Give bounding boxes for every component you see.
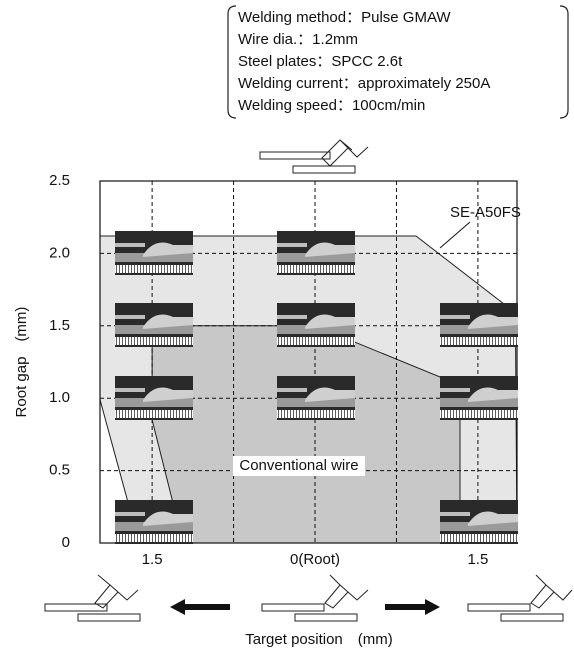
condition-line: Welding current：approximately 250A: [238, 75, 490, 92]
condition-line: Welding speed：100cm/min: [238, 97, 425, 114]
photo-top-plate: [115, 388, 145, 392]
photo-scale: [440, 534, 518, 542]
y-tick-label: 1.5: [49, 317, 70, 334]
weld-photo: [440, 303, 518, 347]
x-tick-label: 1.5: [467, 551, 488, 568]
y-tick-label: 0: [62, 534, 70, 551]
photo-scale: [115, 265, 193, 273]
weld-photo: [115, 500, 193, 544]
photo-scale: [115, 410, 193, 418]
weld-photo: [115, 231, 193, 275]
photo-scale: [115, 534, 193, 542]
y-axis-label: Root gap (mm): [13, 307, 30, 418]
weld-symbol-center: [262, 575, 368, 621]
x-tick-label: 0(Root): [290, 551, 340, 568]
weld-symbol-right: [468, 575, 572, 621]
weld-photo: [277, 376, 355, 420]
chart: Target position (mm) Root gap (mm) Weldi…: [0, 0, 574, 651]
arrow-right: [385, 599, 440, 615]
weld-photo: [277, 303, 355, 347]
region-label: Conventional wire: [239, 457, 358, 474]
weld-symbol-top: [260, 140, 368, 173]
weld-photo: [115, 376, 193, 420]
y-tick-label: 0.5: [49, 462, 70, 479]
photo-scale: [440, 410, 518, 418]
photo-top-plate: [440, 512, 470, 516]
arrow-left: [170, 599, 230, 615]
weld-photo: [440, 500, 518, 544]
condition-line: Welding method：Pulse GMAW: [238, 9, 451, 26]
photo-top-plate: [440, 315, 470, 319]
photo-top-plate: [115, 512, 145, 516]
y-tick-label: 1.0: [49, 389, 70, 406]
photo-scale: [277, 265, 355, 273]
weld-photo: [277, 231, 355, 275]
photo-scale: [115, 337, 193, 345]
photo-top-plate: [277, 388, 307, 392]
weld-photo: [440, 376, 518, 420]
condition-line: Steel plates：SPCC 2.6t: [238, 53, 403, 70]
y-tick-label: 2.5: [49, 172, 70, 189]
region-label: SE-A50FS: [450, 204, 521, 221]
photo-top-plate: [277, 315, 307, 319]
condition-line: Wire dia.：1.2mm: [238, 31, 358, 48]
photo-top-plate: [115, 315, 145, 319]
photo-scale: [440, 337, 518, 345]
photo-top-plate: [115, 243, 145, 247]
photo-scale: [277, 410, 355, 418]
photo-top-plate: [440, 388, 470, 392]
weld-photo: [115, 303, 193, 347]
photo-scale: [277, 337, 355, 345]
y-tick-label: 2.0: [49, 244, 70, 261]
weld-symbol-left: [45, 575, 140, 621]
leader-line: [440, 222, 470, 248]
photo-top-plate: [277, 243, 307, 247]
x-axis-label: Target position (mm): [245, 631, 393, 648]
x-tick-label: 1.5: [142, 551, 163, 568]
